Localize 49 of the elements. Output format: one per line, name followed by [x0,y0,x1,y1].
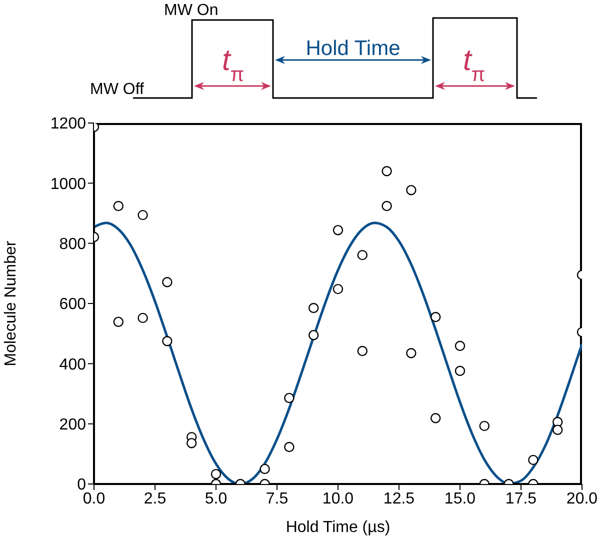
point [430,413,441,424]
x-tick-label: 10.0 [322,490,354,508]
point [284,392,294,404]
y-tick-label: 800 [59,236,86,254]
point [552,424,563,435]
y-tick-label: 400 [59,356,86,374]
text: Hold Time [306,37,400,60]
point [113,316,124,327]
x-tick-label: 20.0 [566,490,598,508]
text: MW Off [90,81,144,98]
x-tick-label: 17.5 [505,490,537,508]
point [382,200,392,212]
point [308,302,319,314]
point [113,200,124,212]
point [308,330,319,340]
x-tick-label: 7.5 [266,490,288,508]
x-tick-label: 2.5 [144,490,166,508]
point [162,277,172,288]
x-tick-label: 12.5 [383,490,415,508]
y-axis-title: Molecule Number [2,240,20,366]
point [186,438,197,448]
point [357,250,368,260]
point [332,284,344,294]
point [382,166,392,176]
point [210,468,222,480]
y-tick-label: 600 [59,296,86,314]
text: t$_{π}$ [463,44,486,86]
point [357,346,368,356]
point [284,442,294,452]
point [406,348,416,358]
point [332,224,344,236]
text: MW On [164,2,218,19]
point [454,366,466,376]
point [479,420,490,432]
x-tick-label: 5.0 [204,490,228,508]
point [528,454,538,466]
point [454,340,466,352]
y-tick-label: 200 [59,416,86,434]
point [138,312,148,324]
y-tick-label: 1000 [50,176,86,193]
point [430,312,441,322]
point [138,210,148,220]
point [406,184,416,196]
x-tick-label: 15.0 [444,490,476,508]
text: t$_{π}$ [222,44,244,86]
x-axis-title: Hold Time (µs) [286,519,390,536]
y-tick-label: 1200 [50,116,86,133]
point [162,336,172,346]
point [260,464,270,474]
